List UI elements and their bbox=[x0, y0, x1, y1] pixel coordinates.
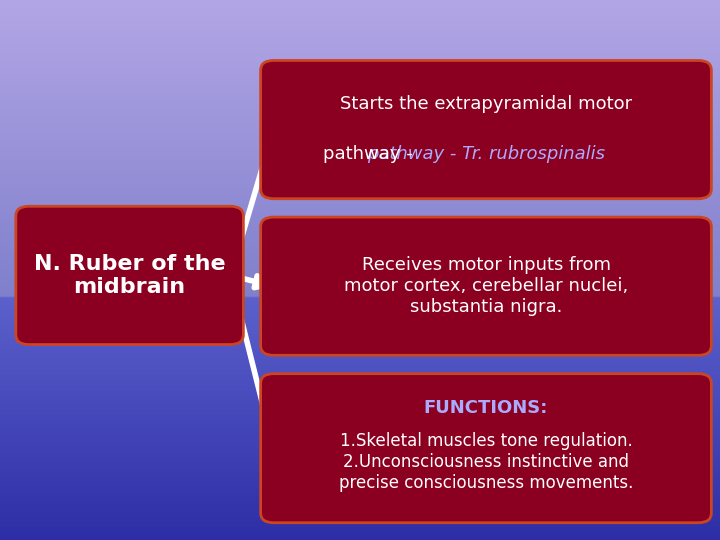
Text: pathway -: pathway - bbox=[323, 145, 418, 163]
FancyBboxPatch shape bbox=[16, 206, 243, 345]
Text: Receives motor inputs from
motor cortex, cerebellar nuclei,
substantia nigra.: Receives motor inputs from motor cortex,… bbox=[344, 256, 628, 316]
Text: FUNCTIONS:: FUNCTIONS: bbox=[424, 399, 548, 417]
Text: pathway - Tr. rubrospinalis: pathway - Tr. rubrospinalis bbox=[367, 145, 605, 163]
FancyBboxPatch shape bbox=[261, 60, 711, 199]
FancyBboxPatch shape bbox=[261, 217, 711, 355]
Text: 1.Skeletal muscles tone regulation.
2.Unconsciousness instinctive and
precise co: 1.Skeletal muscles tone regulation. 2.Un… bbox=[339, 432, 633, 491]
FancyBboxPatch shape bbox=[261, 374, 711, 523]
Text: N. Ruber of the
midbrain: N. Ruber of the midbrain bbox=[34, 254, 225, 297]
Text: Starts the extrapyramidal motor: Starts the extrapyramidal motor bbox=[340, 94, 632, 113]
